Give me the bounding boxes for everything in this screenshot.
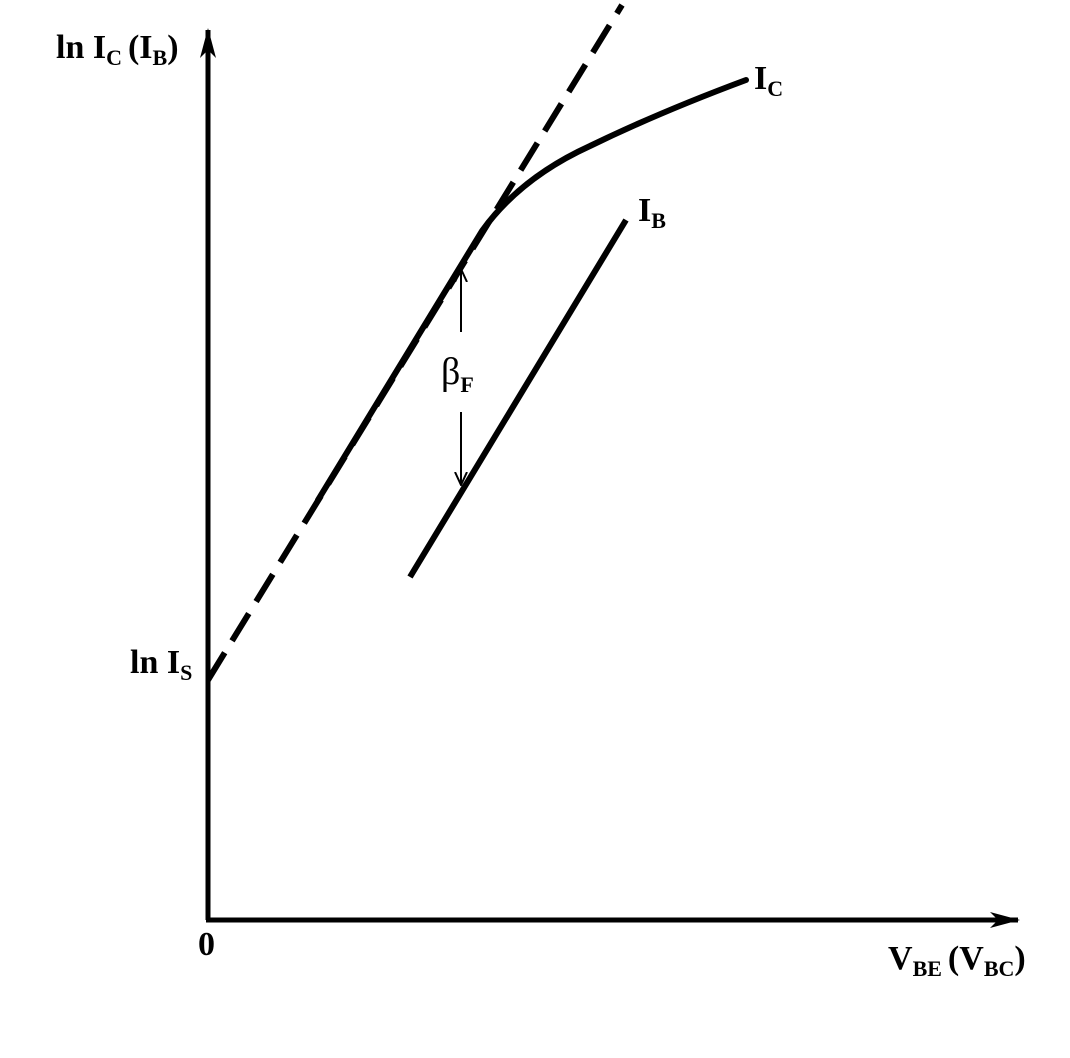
ib-label: IB [638, 192, 666, 233]
ib-line [407, 218, 629, 579]
x-axis-label: VBE (VBC) [888, 940, 1026, 981]
ic-curve [315, 77, 749, 503]
beta-f-label: βF [441, 351, 474, 397]
intercept-label: ln IS [130, 644, 192, 685]
y-axis-label: ln IC (IB) [56, 29, 179, 70]
origin-label: 0 [198, 926, 215, 963]
ic-label: IC [754, 60, 783, 101]
